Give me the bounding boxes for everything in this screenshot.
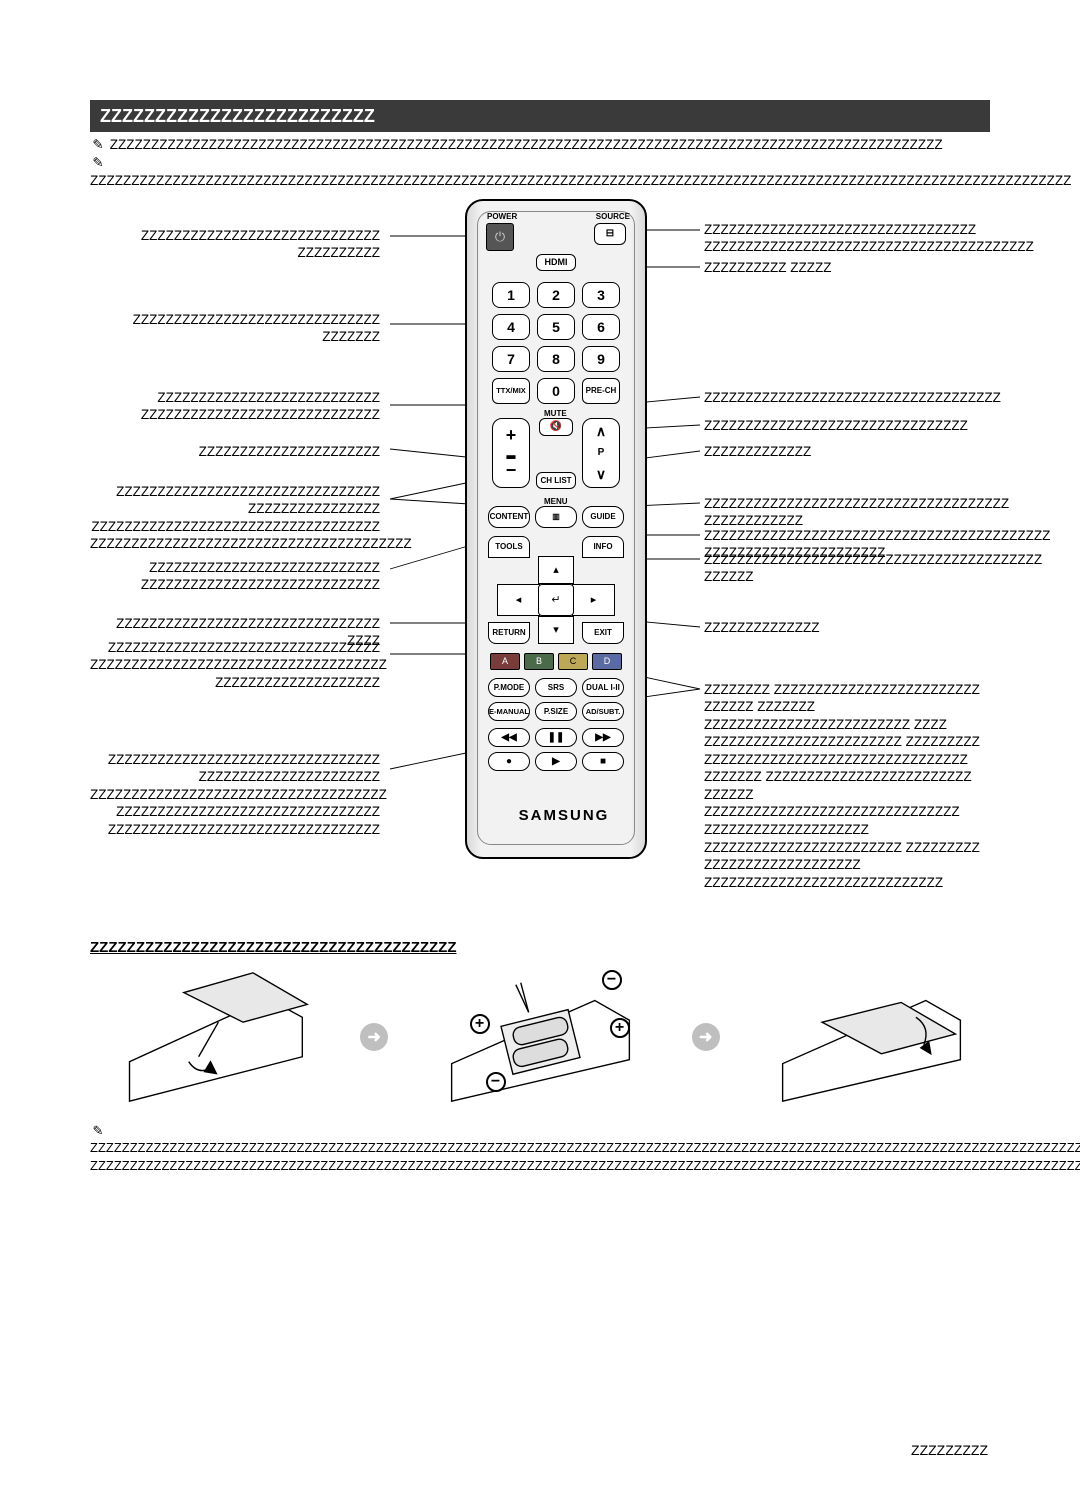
menu-button: ▥ [535,506,577,528]
bottom-note-text: ZZZZZZZZZZZZZZZZZZZZZZZZZZZZZZZZZZZZZZZZ… [90,1140,1080,1173]
callout-right: ZZZZZZZZZZZZZZZZZZZZZZZZZZZZZZZZZZZZ [704,389,994,407]
psize-button: P.SIZE [535,702,577,721]
pmode-button: P.MODE [488,678,530,697]
note-icon: ✎ [90,136,106,154]
rewind-button: ◀◀ [488,728,530,747]
num-4: 4 [492,314,530,340]
brand-logo: SAMSUNG [486,807,642,824]
plus-icon-2: + [610,1018,630,1038]
callout-right: ZZZZZZZZZZ ZZZZZ [704,259,994,277]
dual-button: DUAL I-II [582,678,624,697]
source-label: SOURCE [596,212,630,221]
num-8: 8 [537,346,575,372]
num-5: 5 [537,314,575,340]
callout-right: ZZZZZZZZ ZZZZZZZZZZZZZZZZZZZZZZZZZ ZZZZZ… [704,681,994,892]
p-label: P [598,447,605,458]
callout-left: ZZZZZZZZZZZZZZZZZZZZZZ [90,443,380,461]
color-b: B [524,653,554,670]
battery-step-3 [753,962,990,1112]
exit-button: EXIT [582,622,624,644]
minus-icon-2: − [486,1072,506,1092]
intro-line1: ZZZZZZZZZZZZZZZZZZZZZZZZZZZZZZZZZZZZZZZZ… [110,137,943,152]
emanual-button: E-MANUAL [488,702,530,721]
callout-left: ZZZZZZZZZZZZZZZZZZZZZZZZZZZ ZZZZZZZZZZZZ… [90,389,380,424]
callout-right: ZZZZZZZZZZZZZZ [704,619,994,637]
return-button: RETURN [488,622,530,644]
num-1: 1 [492,282,530,308]
channel-rocker: ∧ P ∨ [582,418,620,488]
mute-label: MUTE [544,409,567,418]
callout-right: ZZZZZZZZZZZZZZZZZZZZZZZZZZZZZZZZZZZZZ ZZ… [704,495,994,530]
callout-left: ZZZZZZZZZZZZZZZZZZZZZZZZZZZZZ ZZZZZZZZZZ [90,227,380,262]
battery-section-title: ZZZZZZZZZZZZZZZZZZZZZZZZZZZZZZZZZZZZZZZZ [90,939,990,956]
num-3: 3 [582,282,620,308]
record-button: ● [488,752,530,771]
callout-right: ZZZZZZZZZZZZZZZZZZZZZZZZZZZZZZZZZZZZZZZZ… [704,551,994,586]
num-0: 0 [537,378,575,404]
num-2: 2 [537,282,575,308]
callout-right: ZZZZZZZZZZZZZ [704,443,994,461]
callout-right: ZZZZZZZZZZZZZZZZZZZZZZZZZZZZZZZZ [704,417,994,435]
prech-button: PRE-CH [582,378,620,404]
srs-button: SRS [535,678,577,697]
remote-diagram: ZZZZZZZZZZZZZZZZZZZZZZZZZZZZZ ZZZZZZZZZZ… [90,199,990,919]
num-7: 7 [492,346,530,372]
hdmi-button: HDMI [536,254,576,271]
color-c: C [558,653,588,670]
power-icon: ⏻ [495,229,505,245]
section-header: ZZZZZZZZZZZZZZZZZZZZZZZZZ [90,100,990,132]
color-d: D [592,653,622,670]
callout-right: ZZZZZZZZZZZZZZZZZZZZZZZZZZZZZZZZZ ZZZZZZ… [704,221,994,256]
stop-button: ■ [582,752,624,771]
content-button: CONTENT [488,506,530,528]
chlist-button: CH LIST [536,472,576,489]
battery-step-1 [90,962,327,1112]
color-a: A [490,653,520,670]
num-9: 9 [582,346,620,372]
remote-body: POWER SOURCE ⏻ ⊟ HDMI 1 2 3 4 5 6 7 8 9 [465,199,647,859]
step-arrow-icon-2: ➜ [692,1023,720,1051]
callout-left: ZZZZZZZZZZZZZZZZZZZZZZZZZZZZZZZZZ ZZZZZZ… [90,639,380,692]
callout-left: ZZZZZZZZZZZZZZZZZZZZZZZZZZZZZZZZ ZZZZZZZ… [90,483,380,553]
play-button: ▶ [535,752,577,771]
intro-line2: ZZZZZZZZZZZZZZZZZZZZZZZZZZZZZZZZZZZZZZZZ… [90,173,1071,188]
callout-left: ZZZZZZZZZZZZZZZZZZZZZZZZZZZZ ZZZZZZZZZZZ… [90,559,380,594]
info-button: INFO [582,536,624,558]
ttx-button: TTX/MIX [492,378,530,404]
battery-step-2: + + − − [422,962,659,1112]
page-number: ZZZZZZZZZ [911,1442,988,1458]
menu-label: MENU [544,497,568,506]
callout-left: ZZZZZZZZZZZZZZZZZZZZZZZZZZZZZZZZZ ZZZZZZ… [90,751,380,839]
bottom-note: ✎ ZZZZZZZZZZZZZZZZZZZZZZZZZZZZZZZZZZZZZZ… [90,1122,990,1175]
battery-steps: ➜ + + − − ➜ [90,962,990,1112]
power-button: ⏻ [486,223,514,251]
num-6: 6 [582,314,620,340]
pause-button: ❚❚ [535,728,577,747]
note-icon-3: ✎ [90,1122,106,1140]
tools-button: TOOLS [488,536,530,558]
guide-button: GUIDE [582,506,624,528]
step-arrow-icon: ➜ [360,1023,388,1051]
intro-text: ✎ ZZZZZZZZZZZZZZZZZZZZZZZZZZZZZZZZZZZZZZ… [90,136,990,191]
mute-button: 🔇 [539,418,573,436]
volume-rocker: + ▂ − [492,418,530,488]
power-label: POWER [487,212,517,221]
adsubt-button: AD/SUBT. [582,702,624,721]
plus-icon: + [470,1014,490,1034]
callout-left: ZZZZZZZZZZZZZZZZZZZZZZZZZZZZZZ ZZZZZZZ [90,311,380,346]
minus-icon: − [602,970,622,990]
note-icon-2: ✎ [90,154,106,172]
ff-button: ▶▶ [582,728,624,747]
source-button: ⊟ [594,223,626,245]
